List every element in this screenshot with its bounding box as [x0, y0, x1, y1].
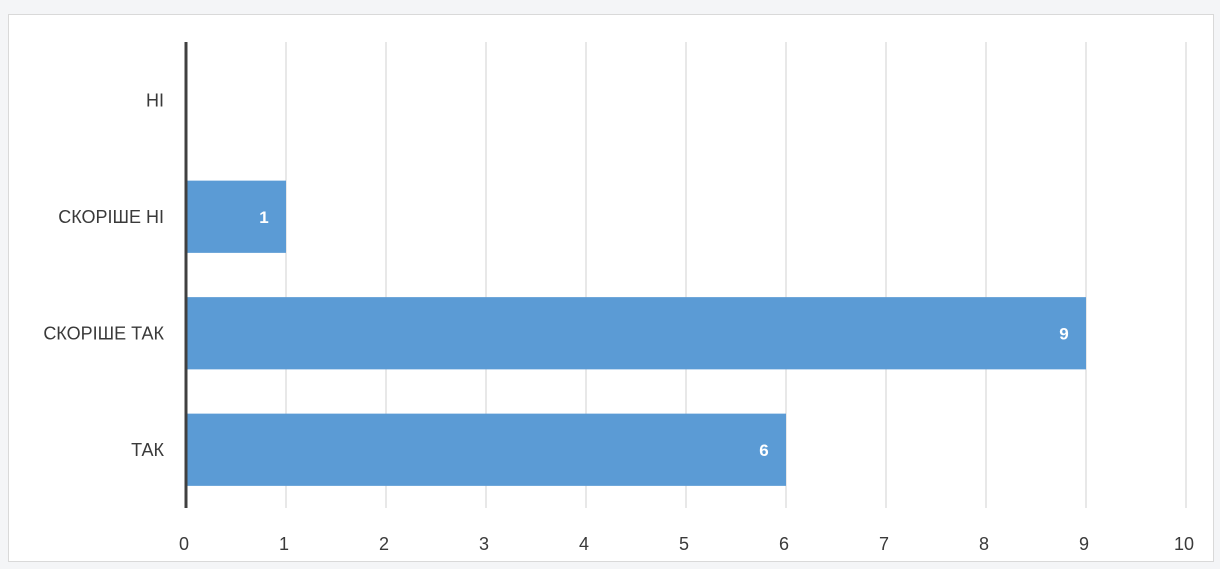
x-tick-label: 4: [579, 534, 589, 554]
x-tick-label: 2: [379, 534, 389, 554]
x-tick-label: 7: [879, 534, 889, 554]
x-tick-labels: 0 1 2 3 4 5 6 7 8 9 10: [179, 534, 1194, 554]
bar: [186, 297, 1086, 370]
bar: [186, 180, 286, 253]
category-label-skorishe-ni: СКОРІШЕ НІ: [58, 207, 164, 227]
x-tick-label: 10: [1174, 534, 1194, 554]
category-labels: ТАК СКОРІШЕ ТАК СКОРІШЕ НІ НІ: [43, 90, 164, 460]
data-label-skorishe-ni: 1: [259, 208, 268, 227]
bar: [186, 413, 786, 486]
category-label-tak: ТАК: [131, 440, 164, 460]
x-tick-label: 5: [679, 534, 689, 554]
bars: [186, 180, 1086, 486]
x-tick-label: 3: [479, 534, 489, 554]
x-tick-label: 1: [279, 534, 289, 554]
x-tick-label: 6: [779, 534, 789, 554]
x-tick-label: 9: [1079, 534, 1089, 554]
data-label-tak: 6: [759, 441, 768, 460]
data-label-skorishe-tak: 9: [1059, 324, 1068, 343]
x-tick-label: 0: [179, 534, 189, 554]
category-label-skorishe-tak: СКОРІШЕ ТАК: [43, 323, 164, 343]
data-labels: 6 9 1 0: [207, 91, 1068, 460]
x-tick-label: 8: [979, 534, 989, 554]
category-label-ni: НІ: [146, 90, 164, 110]
data-label-ni: 0: [207, 91, 216, 110]
